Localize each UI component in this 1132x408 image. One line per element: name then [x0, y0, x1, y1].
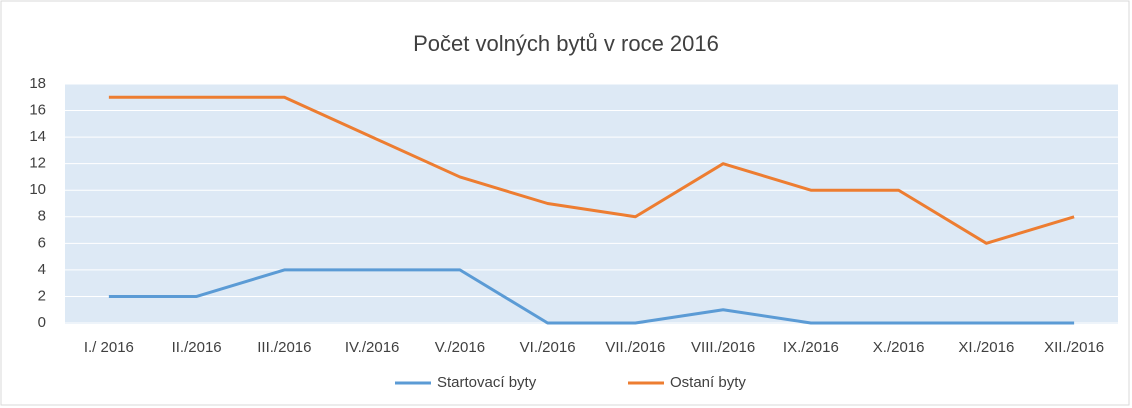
y-tick-label: 10 [29, 181, 46, 198]
y-tick-label: 6 [38, 234, 46, 251]
series-line [108, 268, 1075, 325]
y-tick-label: 8 [38, 208, 46, 225]
x-tick-label: IV./2016 [345, 339, 400, 356]
x-tick-label: X./2016 [873, 339, 925, 356]
chart-title: Počet volných bytů v roce 2016 [413, 31, 719, 56]
series-line [108, 95, 1075, 245]
y-tick-label: 18 [29, 75, 46, 92]
x-tick-label: VI./2016 [520, 339, 576, 356]
x-tick-label: III./2016 [257, 339, 311, 356]
x-tick-label: I./ 2016 [84, 339, 134, 356]
x-tick-label: VIII./2016 [691, 339, 755, 356]
x-tick-label: XII./2016 [1044, 339, 1104, 356]
legend-label: Ostaní byty [670, 374, 746, 391]
x-tick-label: V./2016 [435, 339, 485, 356]
y-tick-label: 16 [29, 102, 46, 119]
legend-label: Startovací byty [437, 374, 537, 391]
y-tick-label: 0 [38, 314, 46, 331]
y-tick-label: 14 [29, 128, 46, 145]
x-tick-label: VII./2016 [605, 339, 665, 356]
y-tick-label: 2 [38, 287, 46, 304]
x-tick-label: IX./2016 [783, 339, 839, 356]
x-tick-label: II./2016 [172, 339, 222, 356]
y-tick-label: 4 [38, 261, 46, 278]
x-tick-label: XI./2016 [958, 339, 1014, 356]
y-tick-label: 12 [29, 155, 46, 172]
